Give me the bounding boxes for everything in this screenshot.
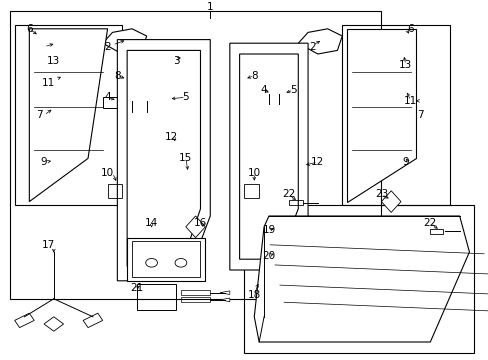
Polygon shape (102, 29, 146, 54)
Polygon shape (44, 317, 63, 331)
Circle shape (175, 258, 186, 267)
Text: 11: 11 (42, 78, 56, 88)
Polygon shape (229, 43, 307, 270)
Text: 20: 20 (262, 251, 275, 261)
Bar (181, 297, 210, 302)
Text: 5: 5 (289, 85, 296, 95)
Bar (429, 229, 442, 234)
Text: 9: 9 (41, 157, 47, 167)
Text: 18: 18 (247, 290, 261, 300)
Polygon shape (127, 238, 205, 281)
Text: 13: 13 (398, 60, 412, 70)
Bar (107, 184, 122, 198)
Text: 6: 6 (26, 24, 33, 34)
Text: 10: 10 (101, 168, 114, 178)
Bar (244, 205, 473, 353)
Bar (244, 184, 259, 198)
Polygon shape (346, 29, 415, 202)
Text: 4: 4 (104, 92, 111, 102)
Bar (137, 284, 176, 310)
Polygon shape (239, 54, 298, 259)
Text: 2: 2 (309, 42, 316, 52)
Text: 10: 10 (247, 168, 260, 178)
Text: 2: 2 (104, 42, 111, 52)
Text: 19: 19 (262, 225, 275, 235)
Polygon shape (185, 216, 205, 238)
Polygon shape (220, 291, 229, 294)
Text: 16: 16 (193, 218, 207, 228)
Text: 8: 8 (114, 71, 121, 81)
Text: 8: 8 (250, 71, 257, 81)
Bar (10, 11, 381, 299)
Text: 1: 1 (206, 2, 213, 12)
Bar (102, 97, 161, 108)
Circle shape (145, 258, 157, 267)
Text: 13: 13 (47, 56, 61, 66)
Text: 5: 5 (182, 92, 189, 102)
Polygon shape (381, 191, 400, 212)
Bar (342, 25, 449, 205)
Bar (15, 25, 122, 205)
Text: 6: 6 (407, 24, 413, 34)
Text: 22: 22 (281, 189, 295, 199)
Text: 14: 14 (144, 218, 158, 228)
Polygon shape (127, 50, 200, 266)
Text: 21: 21 (130, 283, 143, 293)
Text: 4: 4 (260, 85, 267, 95)
Polygon shape (220, 298, 229, 302)
Bar (132, 241, 200, 277)
Text: 12: 12 (310, 157, 324, 167)
Text: 17: 17 (42, 240, 56, 250)
Text: 7: 7 (416, 110, 423, 120)
Text: 12: 12 (164, 132, 178, 142)
Polygon shape (254, 216, 468, 342)
Text: 11: 11 (403, 96, 417, 106)
Polygon shape (156, 47, 205, 72)
Text: 15: 15 (179, 153, 192, 163)
Text: 3: 3 (172, 56, 179, 66)
Text: 23: 23 (374, 189, 387, 199)
Text: 7: 7 (36, 110, 42, 120)
Bar (288, 200, 303, 205)
Polygon shape (15, 313, 34, 328)
Text: 9: 9 (402, 157, 408, 167)
Text: 22: 22 (423, 218, 436, 228)
Polygon shape (29, 29, 107, 202)
Polygon shape (83, 313, 102, 328)
Bar (181, 290, 210, 295)
Polygon shape (117, 40, 210, 281)
Polygon shape (298, 29, 342, 54)
